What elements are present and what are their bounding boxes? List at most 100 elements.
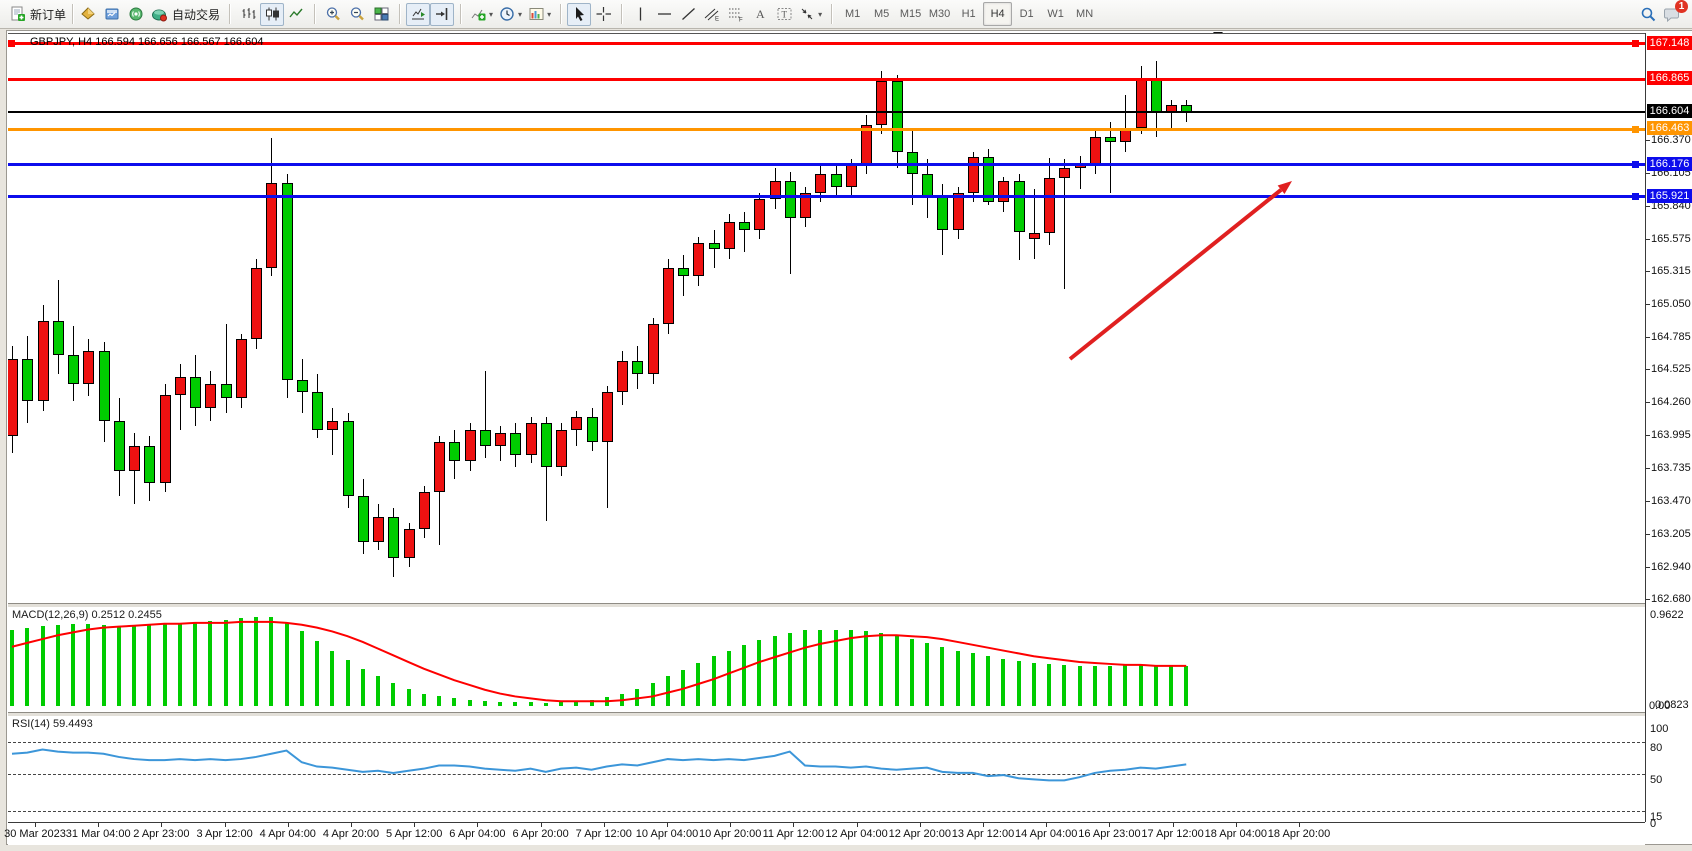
macd-histogram-bar	[1077, 665, 1082, 706]
timeframe-m1[interactable]: M1	[844, 8, 861, 20]
market-watch-button[interactable]	[76, 3, 100, 26]
bar-chart-mode-button[interactable]	[236, 3, 260, 26]
candle-wick	[789, 171, 791, 274]
macd-histogram-bar	[559, 702, 563, 706]
periods-button[interactable]: ▾	[496, 3, 525, 26]
candle-down	[449, 442, 461, 461]
search-button[interactable]	[1636, 3, 1660, 26]
fibonacci-tool[interactable]: F	[724, 3, 748, 26]
timeframe-h1[interactable]: H1	[961, 8, 976, 20]
notifications-button[interactable]: 1	[1660, 0, 1688, 26]
arrows-tool[interactable]: ▾	[796, 3, 825, 26]
candle-up	[815, 174, 827, 193]
candle-down	[68, 354, 79, 384]
autotrading-button[interactable]: 自动交易	[148, 3, 223, 26]
macd-histogram-bar	[269, 617, 274, 706]
new-order-button[interactable]: 新订单	[7, 3, 69, 26]
horizontal-line-icon	[657, 13, 671, 15]
timeframe-m5[interactable]: M5	[873, 8, 890, 20]
timeframe-m30[interactable]: M30	[928, 8, 951, 20]
candle-up	[754, 199, 766, 231]
timeframe-m15[interactable]: M15	[899, 8, 922, 20]
macd-histogram-bar	[86, 623, 91, 706]
strategy-navigator-button[interactable]	[124, 3, 148, 26]
level-line-167.148[interactable]	[8, 42, 1645, 46]
cursor-icon	[575, 7, 584, 21]
tile-windows-button[interactable]	[369, 3, 393, 26]
chart-shift-button[interactable]	[430, 2, 455, 26]
zoom-out-icon	[350, 7, 364, 21]
macd-histogram-bar	[1169, 665, 1173, 706]
macd-histogram-bar	[1016, 661, 1021, 706]
macd-histogram-bar	[1184, 665, 1189, 706]
candle-down	[586, 417, 598, 443]
zoom-in-button[interactable]	[321, 3, 345, 26]
candle-down	[922, 174, 933, 197]
level-line-166.176[interactable]	[8, 163, 1645, 167]
data-window-button[interactable]	[100, 3, 124, 26]
arrows-caret[interactable]: ▾	[818, 9, 823, 19]
macd-histogram-bar	[25, 627, 30, 706]
indicators-button[interactable]: ▾	[467, 3, 496, 26]
candlestick-mode-button[interactable]	[260, 2, 285, 26]
level-line-165.921[interactable]	[8, 195, 1645, 199]
candle-up	[266, 183, 278, 268]
macd-histogram-bar	[970, 653, 975, 706]
macd-histogram-bar	[589, 700, 594, 706]
price-tick-dash	[1646, 139, 1650, 141]
timeframe-mn[interactable]: MN	[1076, 8, 1094, 20]
price-axis[interactable]: 166.370 166.105 165.840 165.575 165.315 165.0…	[1645, 33, 1692, 830]
time-tick	[667, 823, 668, 827]
candle-down	[220, 383, 232, 399]
line-chart-mode-button[interactable]	[284, 3, 308, 26]
price-tick-label: 163.470	[1651, 494, 1691, 507]
price-chart-plot[interactable]	[8, 33, 1645, 605]
periods-caret[interactable]: ▾	[518, 9, 523, 19]
macd-histogram-bar	[787, 633, 792, 706]
price-tick-label: 164.525	[1651, 363, 1691, 376]
price-badge-166.463: 166.463	[1647, 121, 1692, 136]
level-line-166.604[interactable]	[8, 110, 1645, 113]
timeframe-h4[interactable]: H4	[983, 2, 1013, 26]
vertical-line-tool[interactable]	[628, 3, 652, 26]
candle-up	[800, 193, 811, 218]
macd-histogram-bar	[376, 676, 380, 706]
macd-histogram-bar	[513, 702, 518, 706]
time-tick	[1235, 823, 1237, 827]
horizontal-line-tool[interactable]	[652, 3, 676, 26]
crosshair-tool-button[interactable]	[591, 3, 615, 26]
price-tick-label: 165.315	[1651, 265, 1691, 278]
rsi-panel[interactable]: RSI(14) 59.4493	[8, 716, 1645, 822]
text-tool[interactable]: A	[748, 3, 772, 26]
macd-histogram-bar	[620, 693, 624, 706]
macd-histogram-bar	[71, 623, 75, 706]
macd-panel[interactable]: MACD(12,26,9) 0.2512 0.2455	[8, 607, 1645, 712]
indicators-caret[interactable]: ▾	[489, 9, 494, 19]
candle-wick	[744, 211, 745, 252]
auto-scroll-button[interactable]	[406, 2, 431, 26]
time-tick	[161, 823, 163, 827]
trendline-tool[interactable]	[676, 3, 700, 26]
time-axis[interactable]: 30 Mar 2023 31 Mar 04:00 2 Apr 23:00 3 Apr …	[4, 822, 1645, 845]
text-label-tool[interactable]: T	[772, 3, 796, 26]
timeframe-w1[interactable]: W1	[1047, 8, 1064, 20]
candle-wick	[1125, 94, 1127, 152]
templates-button[interactable]: ▾	[525, 3, 554, 26]
time-tick	[1109, 823, 1111, 827]
time-tick	[98, 823, 100, 827]
zoom-out-button[interactable]	[345, 3, 369, 26]
rsi-level-80	[8, 741, 1645, 743]
level-line-166.865[interactable]	[8, 77, 1645, 81]
text-icon: A	[756, 7, 765, 21]
macd-histogram-bar	[467, 700, 472, 706]
cursor-tool-button[interactable]	[567, 2, 592, 26]
macd-histogram-bar	[208, 620, 213, 706]
price-tick-dash	[1646, 271, 1650, 273]
candle-down	[1105, 136, 1116, 142]
templates-caret[interactable]: ▾	[547, 9, 552, 19]
level-line-166.463[interactable]	[8, 127, 1645, 131]
timeframe-d1[interactable]: D1	[1019, 8, 1034, 20]
channel-tool[interactable]: E	[700, 3, 724, 26]
candle-down	[312, 392, 323, 430]
macd-histogram-bar	[894, 636, 899, 706]
